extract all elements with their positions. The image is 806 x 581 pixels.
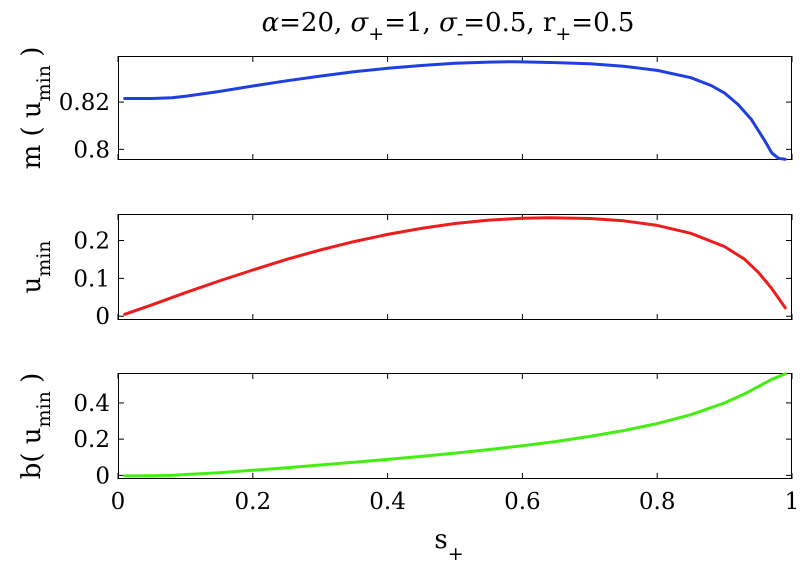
title-r-value: =0.5 [571,8,634,38]
y-axis-label-sub: min [33,391,55,427]
chart-title: α=20, σ+=1, σ-=0.5, r+=0.5 [262,8,635,45]
y-tick-label: 0.8 [73,137,110,163]
panel-2: 0 0.1 0.2 umin [17,214,793,330]
x-tick-label: 0.2 [235,489,272,515]
y-tick-label: 0 [95,463,110,489]
x-tick-label: 0 [111,489,126,515]
title-r: r [543,8,556,38]
y-axis-label-2: umin [17,240,55,293]
y-tick-label: 0.1 [73,266,110,292]
y-axis-label-3: b( umin ) [17,373,55,480]
y-axis-label-main: b( u [17,427,47,479]
y-axis-label-post: ) [17,47,47,65]
x-tick-label: 0.8 [639,489,676,515]
y-axis-label-main: m ( u [17,101,47,169]
series-line-2 [123,216,787,316]
title-sigma-minus-value: =0.5, [463,8,543,38]
y-axis-label-sub: min [33,240,55,276]
x-tick-label: 1 [785,489,800,515]
panel-2-frame [118,214,792,320]
y-tick-label: 0.82 [59,90,110,116]
x-axis-label-sub: + [448,543,464,565]
series-line-3 [123,372,787,478]
title-sigma-minus: σ [439,8,458,38]
title-sigma-plus-sub: + [368,23,384,45]
y-axis-label-main: u [17,277,47,294]
y-axis-label-post: ) [17,373,47,391]
y-axis-label-1: m ( umin ) [17,47,55,170]
title-alpha: α [262,8,280,38]
title-alpha-value: =20, [279,8,350,38]
x-axis-label-main: s [434,525,447,555]
title-sigma-plus-value: =1, [384,8,439,38]
y-axis-label-sub: min [33,65,55,101]
x-axis-label: s+ [434,525,463,565]
title-sigma-minus-sub: - [457,23,463,45]
x-tick-label: 0.4 [369,489,406,515]
series-line-1 [123,60,787,161]
y-tick-label: 0.2 [73,229,110,255]
panel-1-frame [118,56,792,160]
panel-3-frame [118,373,792,479]
x-tick-label: 0.6 [504,489,541,515]
panel-3: 0 0.2 0.4 b( umin ) [17,372,793,489]
y-tick-label: 0.4 [73,391,110,417]
y-tick-label: 0 [95,304,110,330]
y-tick-label: 0.2 [73,427,110,453]
title-sigma-plus: σ [351,8,370,38]
title-r-sub: + [555,23,571,45]
panel-1: 0.80.82m ( umin ) [17,47,793,170]
